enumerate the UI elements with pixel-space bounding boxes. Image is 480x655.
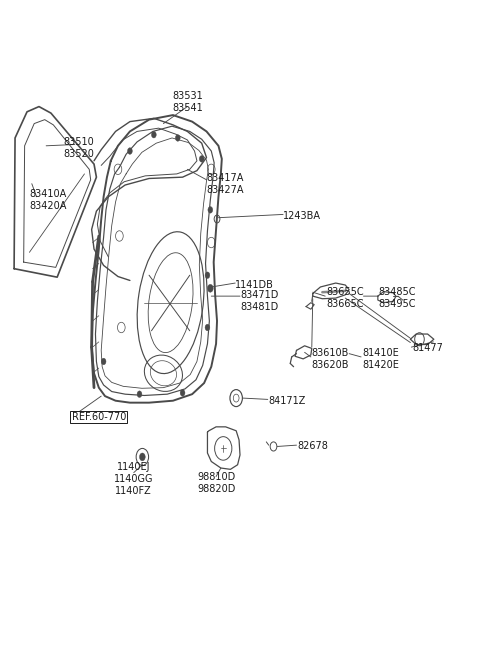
Text: 1141DB: 1141DB <box>235 280 274 290</box>
Text: 1243BA: 1243BA <box>283 212 321 221</box>
Text: 84171Z: 84171Z <box>269 396 306 405</box>
Text: 83417A
83427A: 83417A 83427A <box>206 173 244 195</box>
Text: 83485C
83495C: 83485C 83495C <box>379 287 416 309</box>
Circle shape <box>180 390 185 396</box>
Circle shape <box>207 284 213 292</box>
Text: 83410A
83420A: 83410A 83420A <box>29 189 67 211</box>
Text: REF.60-770: REF.60-770 <box>72 412 126 422</box>
Circle shape <box>128 148 132 155</box>
Circle shape <box>205 324 210 331</box>
Circle shape <box>208 206 213 213</box>
Circle shape <box>205 272 210 278</box>
Circle shape <box>140 453 145 461</box>
Circle shape <box>152 132 156 138</box>
Text: 83610B
83620B: 83610B 83620B <box>312 348 349 370</box>
Circle shape <box>101 358 106 365</box>
Text: 83510
83520: 83510 83520 <box>63 137 94 159</box>
Text: 81477: 81477 <box>412 343 443 354</box>
Text: 82678: 82678 <box>298 441 328 451</box>
Text: 83531
83541: 83531 83541 <box>172 91 203 113</box>
Circle shape <box>175 135 180 141</box>
Circle shape <box>199 156 204 162</box>
Text: 83655C
83665C: 83655C 83665C <box>326 287 364 309</box>
Text: 98810D
98820D: 98810D 98820D <box>197 472 235 494</box>
Text: 81410E
81420E: 81410E 81420E <box>362 348 399 370</box>
Circle shape <box>137 391 142 398</box>
Text: 1140EJ
1140GG
1140FZ: 1140EJ 1140GG 1140FZ <box>114 462 154 496</box>
Text: 83471D
83481D: 83471D 83481D <box>240 290 278 312</box>
